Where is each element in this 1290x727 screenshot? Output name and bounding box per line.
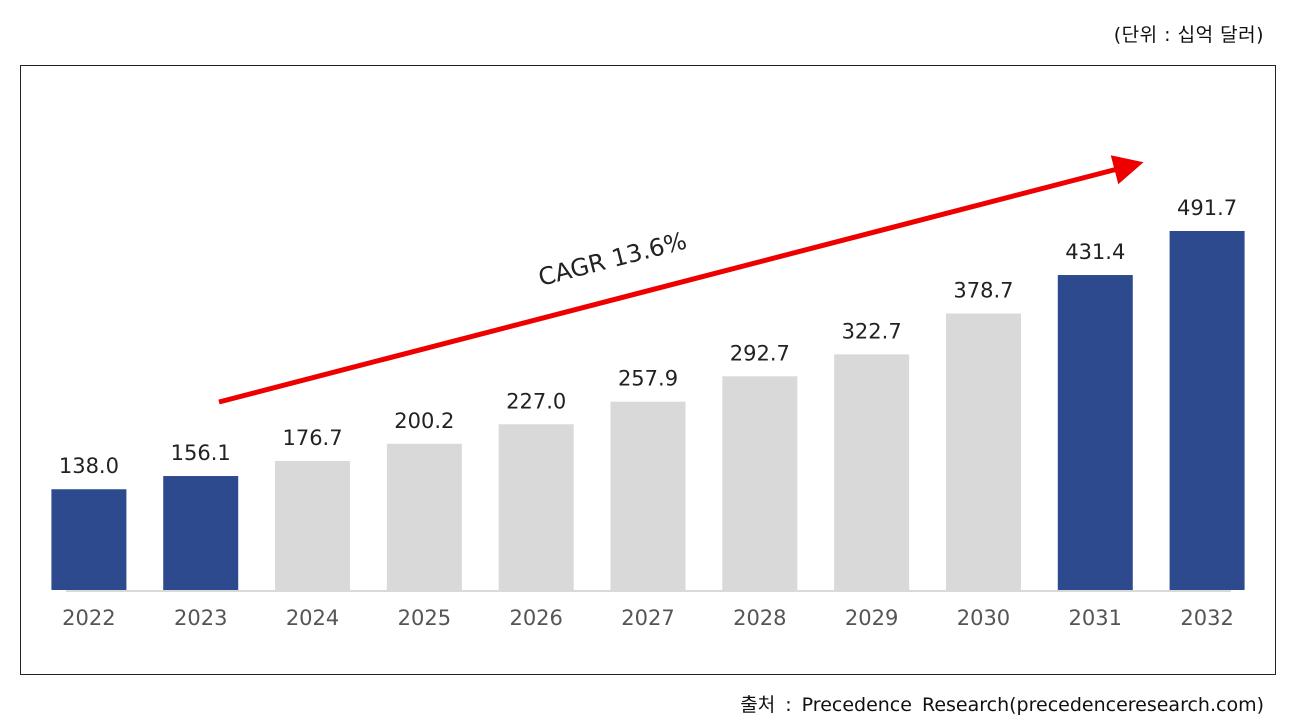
x-tick-2024: 2024 <box>286 606 339 630</box>
x-tick-2025: 2025 <box>398 606 451 630</box>
x-tick-2028: 2028 <box>733 606 786 630</box>
value-label-2030: 378.7 <box>953 279 1013 303</box>
value-label-2025: 200.2 <box>394 409 454 433</box>
cagr-arrow <box>218 155 1144 405</box>
bar-2031 <box>1057 275 1133 590</box>
bar-2022 <box>51 489 127 590</box>
chart-frame: 138.0 2022 156.1 2023 176.7 2024 200.2 2025 227.… <box>20 65 1276 675</box>
x-tick-2031: 2031 <box>1069 606 1122 630</box>
value-label-2029: 322.7 <box>842 319 902 343</box>
bar-2024 <box>275 460 351 590</box>
bar-2028 <box>722 376 798 590</box>
value-label-2024: 176.7 <box>282 426 342 450</box>
bar-2030 <box>945 313 1021 590</box>
bar-2026 <box>498 424 574 590</box>
bar-2032 <box>1169 231 1245 590</box>
value-label-2028: 292.7 <box>730 341 790 365</box>
value-label-2026: 227.0 <box>506 389 566 413</box>
value-label-2022: 138.0 <box>59 454 119 478</box>
x-tick-2029: 2029 <box>845 606 898 630</box>
value-label-2023: 156.1 <box>171 441 231 465</box>
x-tick-2022: 2022 <box>62 606 115 630</box>
cagr-annotation: CAGR 13.6% <box>535 227 689 292</box>
bar-2029 <box>834 354 910 590</box>
unit-label: (단위 : 십억 달러) <box>1113 24 1264 46</box>
value-label-2032: 491.7 <box>1177 196 1237 220</box>
x-tick-2032: 2032 <box>1180 606 1233 630</box>
value-label-2027: 257.9 <box>618 367 678 391</box>
bar-2023 <box>163 476 239 590</box>
x-tick-2026: 2026 <box>509 606 562 630</box>
value-label-2031: 431.4 <box>1065 240 1125 264</box>
x-tick-2023: 2023 <box>174 606 227 630</box>
bar-2025 <box>386 443 462 590</box>
x-tick-2027: 2027 <box>621 606 674 630</box>
bar-chart: 138.0 2022 156.1 2023 176.7 2024 200.2 2025 227.… <box>51 155 1245 630</box>
x-tick-2030: 2030 <box>957 606 1010 630</box>
source-label: 출처 : Precedence Research(precedenceresea… <box>740 694 1264 716</box>
bar-2027 <box>610 401 686 590</box>
